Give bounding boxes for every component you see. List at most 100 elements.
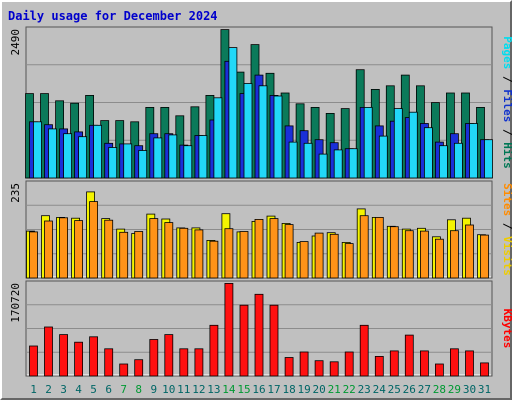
bar-kbytes-day-3 bbox=[59, 334, 68, 377]
bar-sites-day-15 bbox=[239, 231, 249, 279]
bar-pages-day-7 bbox=[123, 143, 133, 179]
bar-pages-day-9 bbox=[153, 137, 163, 179]
bar-kbytes-day-4 bbox=[74, 341, 83, 377]
bar-kbytes-day-19 bbox=[299, 351, 309, 377]
bar-sites-day-30 bbox=[465, 224, 474, 279]
bar-kbytes-day-2 bbox=[44, 326, 53, 377]
bar-kbytes-day-6 bbox=[104, 348, 114, 377]
x-tick-label: 22 bbox=[343, 383, 356, 396]
bar-kbytes-day-11 bbox=[179, 348, 189, 377]
bar-pages-day-25 bbox=[393, 108, 403, 179]
bar-pages-day-12 bbox=[198, 135, 208, 179]
bar-pages-day-28 bbox=[438, 145, 448, 179]
bar-pages-day-4 bbox=[78, 136, 87, 179]
x-tick-label: 15 bbox=[237, 383, 250, 396]
legend-entry: KBytes bbox=[501, 309, 512, 349]
x-tick-label: 8 bbox=[135, 383, 142, 396]
bar-pages-day-21 bbox=[333, 149, 343, 179]
bar-pages-day-24 bbox=[378, 135, 388, 179]
panel-visits-sites: 235 Sites / Visits bbox=[9, 180, 512, 279]
bar-sites-day-11 bbox=[179, 227, 189, 279]
bar-kbytes-day-1 bbox=[29, 345, 38, 377]
bar-sites-day-26 bbox=[404, 230, 414, 279]
y-axis-max-label: 170720 bbox=[9, 283, 22, 323]
x-tick-label: 6 bbox=[105, 383, 112, 396]
bar-sites-day-17 bbox=[269, 218, 279, 279]
bar-pages-day-22 bbox=[348, 148, 358, 179]
bar-pages-day-3 bbox=[63, 133, 72, 179]
bar-pages-day-5 bbox=[93, 124, 102, 179]
bar-pages-day-2 bbox=[48, 128, 57, 179]
bar-pages-day-17 bbox=[273, 95, 283, 179]
x-tick-label: 9 bbox=[150, 383, 157, 396]
bar-sites-day-2 bbox=[44, 220, 53, 279]
bar-kbytes-day-20 bbox=[314, 360, 324, 377]
bar-sites-day-16 bbox=[254, 218, 264, 279]
bar-pages-day-15 bbox=[243, 83, 253, 179]
x-tick-label: 18 bbox=[282, 383, 295, 396]
bar-sites-day-27 bbox=[419, 230, 429, 279]
legend-entry: Hits bbox=[501, 142, 512, 169]
legend-entry: Sites bbox=[501, 183, 512, 216]
bar-sites-day-24 bbox=[374, 216, 384, 279]
x-tick-label: 27 bbox=[418, 383, 431, 396]
bar-sites-day-8 bbox=[134, 231, 144, 279]
series-legend: Pages / Files / Hits bbox=[501, 36, 512, 169]
bar-kbytes-day-31 bbox=[480, 362, 489, 377]
x-tick-label: 3 bbox=[60, 383, 67, 396]
bar-pages-day-23 bbox=[363, 107, 373, 179]
y-axis-max-label: 235 bbox=[9, 183, 22, 203]
bar-kbytes-day-29 bbox=[449, 348, 459, 377]
legend-entry: Visits bbox=[501, 236, 512, 276]
legend-entry: Pages bbox=[501, 36, 512, 69]
x-tick-label: 28 bbox=[433, 383, 446, 396]
x-tick-label: 11 bbox=[177, 383, 190, 396]
series-kbytes bbox=[29, 282, 489, 377]
bar-sites-day-19 bbox=[299, 241, 309, 279]
bar-sites-day-3 bbox=[59, 217, 68, 279]
bar-pages-day-29 bbox=[453, 142, 463, 179]
x-tick-label: 16 bbox=[252, 383, 265, 396]
panel-pages-files-hits: 2490 Pages / Files / Hits bbox=[9, 26, 512, 179]
bar-sites-day-25 bbox=[389, 226, 399, 279]
x-tick-label: 7 bbox=[120, 383, 127, 396]
bar-sites-day-22 bbox=[344, 243, 354, 279]
x-tick-label: 23 bbox=[358, 383, 371, 396]
x-tick-label: 12 bbox=[192, 383, 205, 396]
series-legend: KBytes bbox=[501, 309, 512, 349]
bar-sites-day-20 bbox=[314, 232, 324, 279]
bar-kbytes-day-18 bbox=[284, 357, 294, 377]
bar-pages-day-16 bbox=[258, 85, 268, 179]
x-tick-label: 17 bbox=[267, 383, 280, 396]
series-sites bbox=[29, 201, 489, 279]
bar-kbytes-day-5 bbox=[89, 336, 98, 377]
bar-sites-day-18 bbox=[284, 224, 294, 279]
bar-pages-day-30 bbox=[469, 123, 478, 179]
bar-pages-day-8 bbox=[138, 150, 148, 179]
bar-sites-day-31 bbox=[480, 234, 489, 279]
bar-pages-day-13 bbox=[213, 97, 223, 179]
bar-pages-day-27 bbox=[423, 127, 433, 179]
bar-sites-day-6 bbox=[104, 219, 114, 279]
bar-kbytes-day-16 bbox=[254, 293, 264, 377]
series-pages bbox=[33, 47, 493, 179]
bar-kbytes-day-23 bbox=[359, 324, 369, 377]
legend-entry: / bbox=[501, 122, 512, 142]
bar-kbytes-day-15 bbox=[239, 304, 249, 377]
bar-kbytes-day-24 bbox=[374, 355, 384, 377]
legend-entry: / bbox=[501, 216, 512, 236]
bar-pages-day-26 bbox=[408, 111, 418, 179]
x-tick-label: 1 bbox=[30, 383, 37, 396]
bar-kbytes-day-10 bbox=[164, 334, 174, 377]
x-tick-label: 26 bbox=[403, 383, 416, 396]
x-tick-label: 25 bbox=[388, 383, 401, 396]
bar-kbytes-day-27 bbox=[419, 350, 429, 377]
bar-kbytes-day-25 bbox=[389, 350, 399, 377]
bar-kbytes-day-12 bbox=[194, 348, 204, 377]
legend-entry: / bbox=[501, 69, 512, 89]
bar-sites-day-29 bbox=[449, 230, 459, 279]
bar-kbytes-day-14 bbox=[224, 282, 234, 377]
bar-sites-day-1 bbox=[29, 231, 38, 279]
bar-pages-day-10 bbox=[168, 134, 178, 179]
bar-kbytes-day-9 bbox=[149, 339, 159, 377]
